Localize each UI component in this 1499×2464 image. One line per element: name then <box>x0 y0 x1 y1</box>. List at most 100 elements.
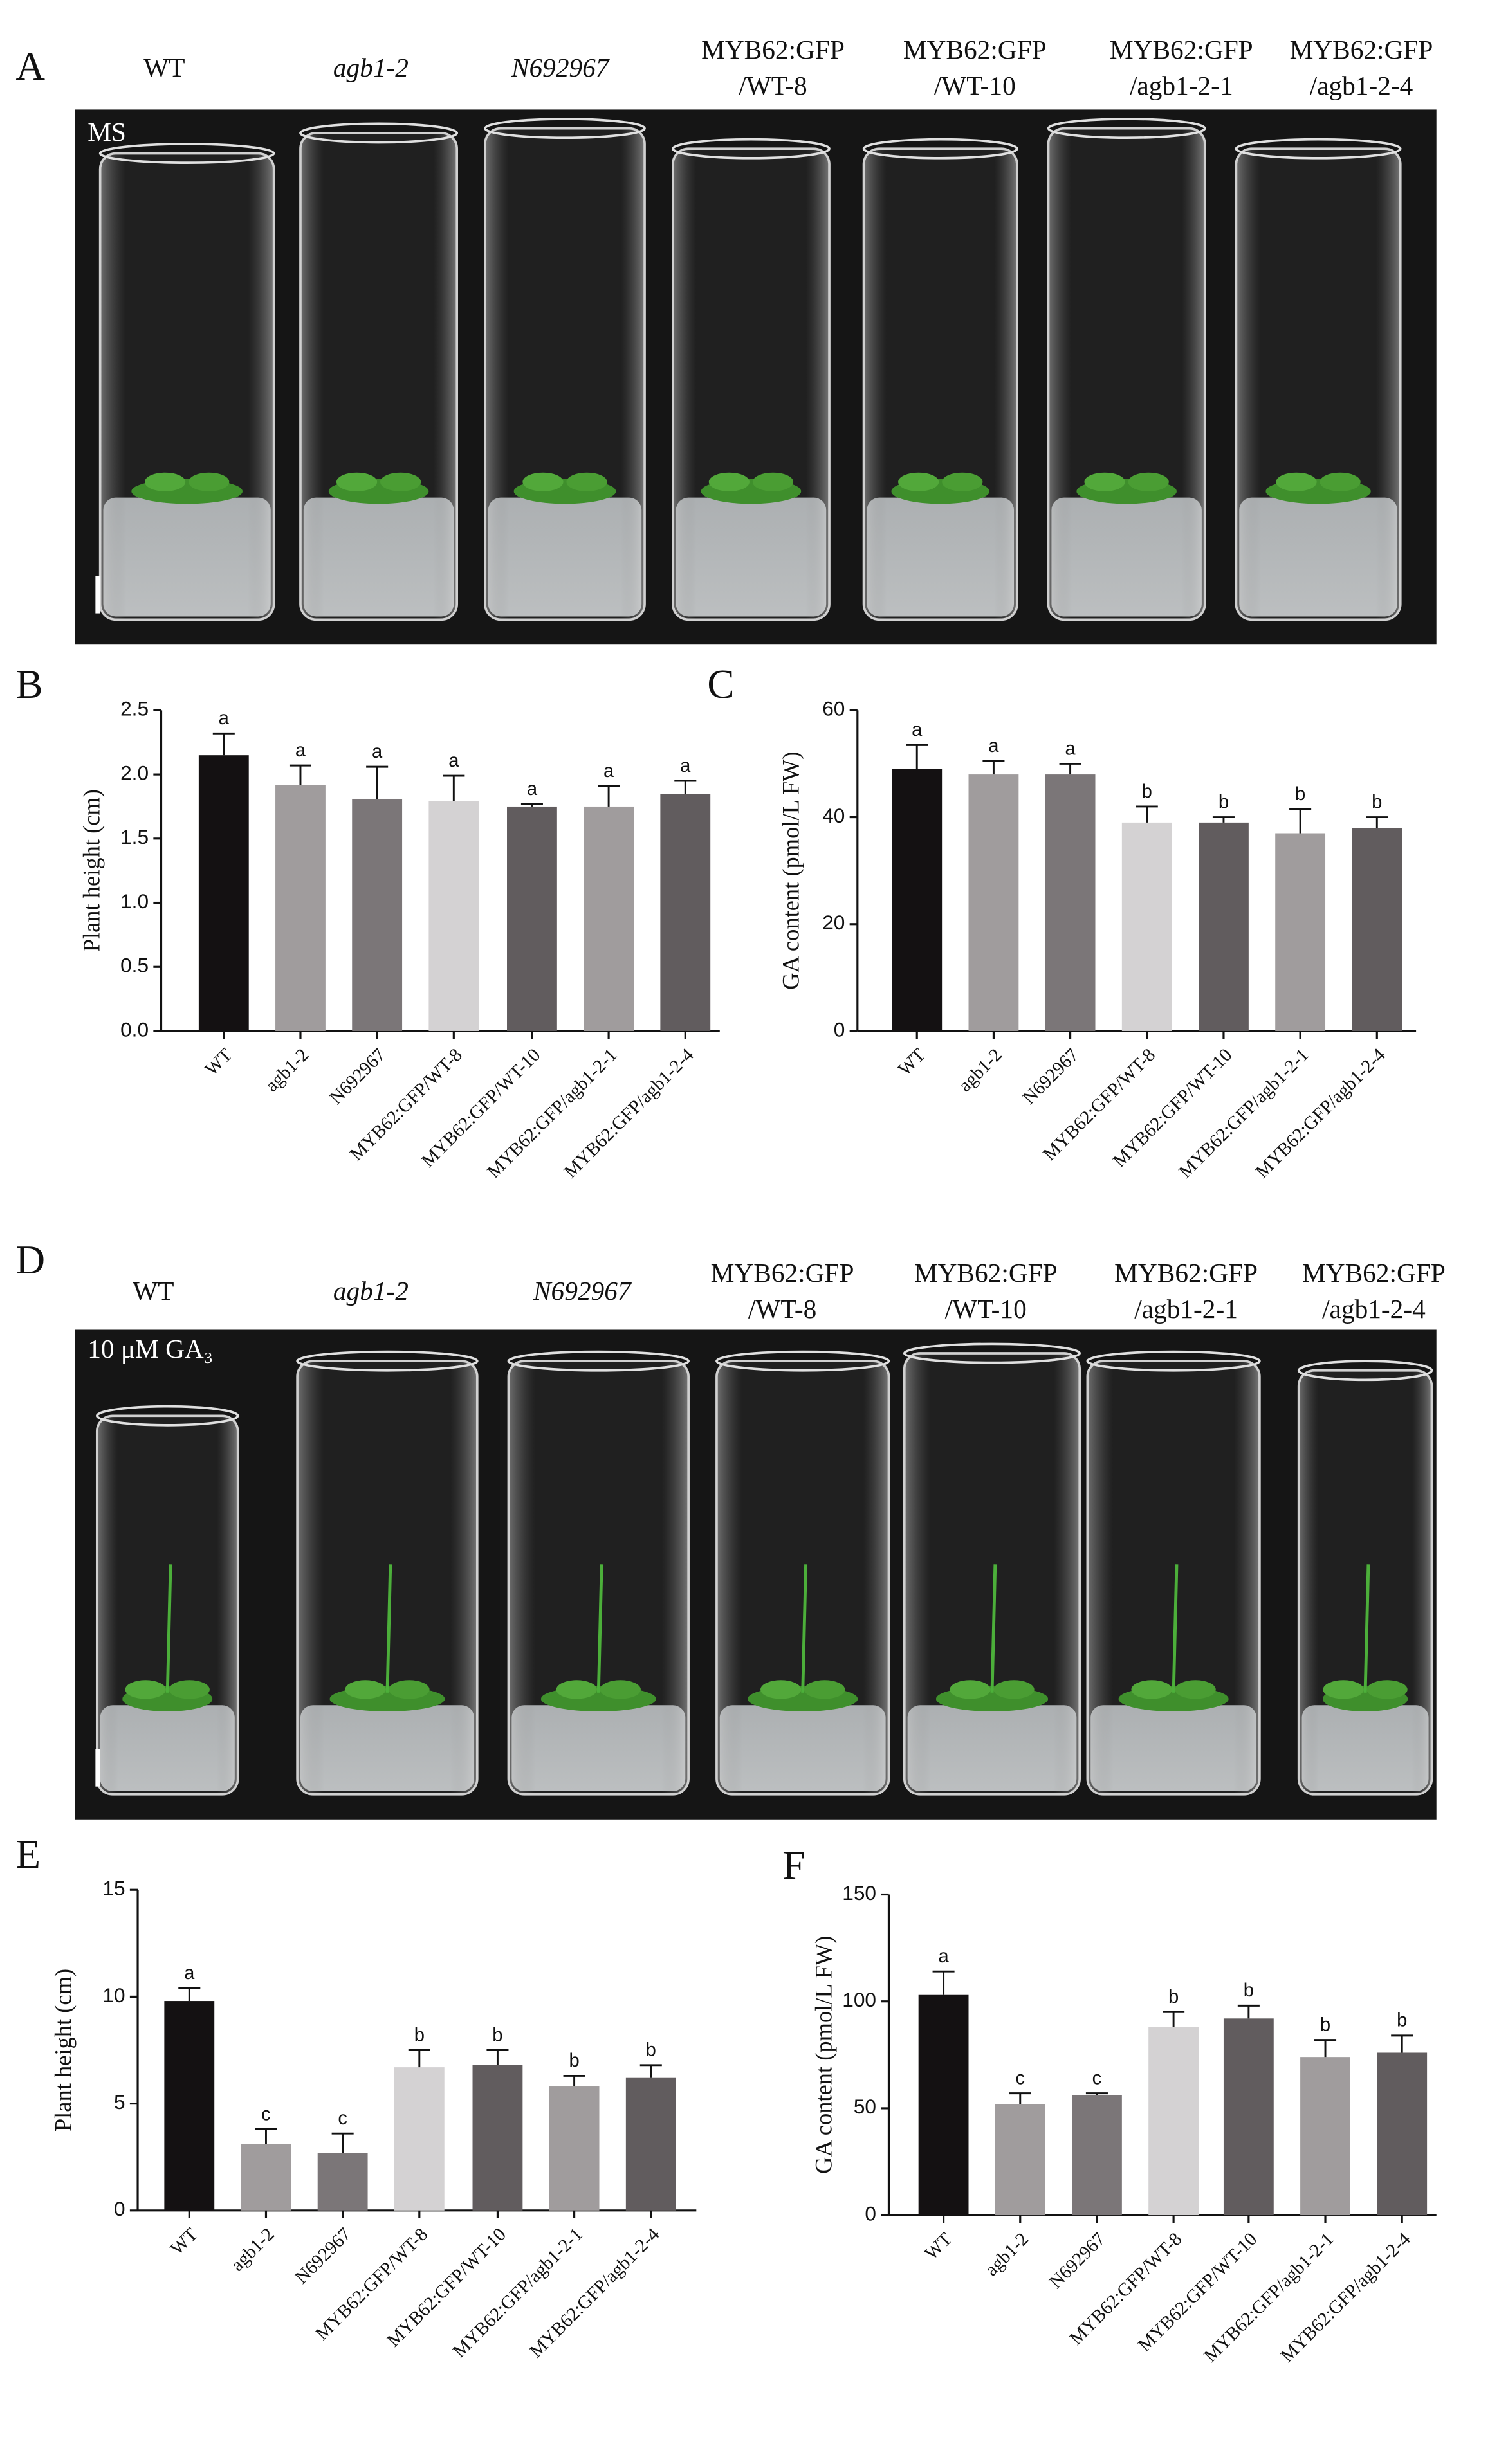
leaf <box>1128 472 1169 491</box>
error-bar <box>982 760 1005 775</box>
y-tick-label: 0 <box>114 2197 125 2220</box>
genotype-label: MYB62:GFP <box>711 1258 854 1288</box>
error-bar <box>520 803 543 807</box>
leaf <box>1366 1680 1408 1699</box>
x-tick-label: WT <box>201 1045 237 1080</box>
tube <box>1047 127 1206 621</box>
tube <box>672 147 831 621</box>
leaf <box>522 472 564 491</box>
significance-letter: b <box>569 2050 579 2071</box>
error-bar <box>486 2049 509 2065</box>
tube-rim <box>672 138 831 160</box>
y-tick-label: 40 <box>822 804 845 827</box>
error-bar <box>1085 2092 1108 2095</box>
significance-letter: b <box>1168 1987 1179 2007</box>
significance-letter: a <box>912 720 923 740</box>
significance-letter: b <box>1320 2014 1330 2035</box>
stem <box>801 1564 807 1693</box>
leaf <box>1175 1680 1216 1699</box>
bar <box>1223 2018 1274 2216</box>
stem <box>1172 1564 1179 1693</box>
y-axis-label: GA content (pmol/L FW) <box>811 1936 837 2174</box>
bar <box>918 1994 969 2216</box>
y-tick-label: 100 <box>842 1988 876 2011</box>
bar <box>1352 828 1402 1031</box>
y-tick-label: 0 <box>865 2202 876 2225</box>
significance-letter: b <box>1142 781 1152 802</box>
bar <box>968 774 1019 1031</box>
genotype-label: /WT-8 <box>739 71 807 100</box>
error-bar <box>178 1987 201 2002</box>
error-bar <box>1391 2034 1413 2053</box>
bar <box>472 2065 523 2211</box>
leaf <box>708 472 750 491</box>
tube-rim <box>98 143 275 164</box>
significance-letter: b <box>1295 784 1305 805</box>
y-tick-label: 0.5 <box>120 954 149 977</box>
tube <box>98 152 275 621</box>
significance-letter: a <box>448 751 459 771</box>
error-bar <box>289 764 311 785</box>
error-bar <box>1366 816 1388 828</box>
tube-rim <box>299 122 459 144</box>
tube <box>299 132 459 621</box>
y-tick-label: 1.0 <box>120 890 149 913</box>
bar <box>241 2144 291 2211</box>
leaf <box>144 472 186 491</box>
bar <box>1199 822 1249 1031</box>
significance-letter: c <box>1015 2068 1025 2088</box>
y-tick-label: 10 <box>102 1984 125 2007</box>
tube <box>1235 147 1402 621</box>
bar <box>275 785 326 1031</box>
tube-rim <box>903 1342 1081 1364</box>
tube-rim <box>1086 1350 1261 1372</box>
scale-bar <box>95 576 100 614</box>
bar <box>1148 2027 1199 2216</box>
significance-letter: a <box>603 761 614 781</box>
significance-letter: c <box>338 2108 347 2129</box>
error-bar <box>1136 805 1158 823</box>
x-tick-label: agb1-2 <box>955 1045 1006 1096</box>
error-bar <box>906 744 928 769</box>
y-tick-label: 0 <box>834 1018 845 1041</box>
y-tick-label: 60 <box>822 697 845 720</box>
y-tick-label: 15 <box>102 1877 125 1900</box>
x-tick-label: N692967 <box>1019 1045 1083 1108</box>
genotype-label: /agb1-2-4 <box>1310 71 1413 100</box>
genotype-label: /WT-10 <box>934 71 1016 100</box>
leaf <box>169 1680 210 1699</box>
tube <box>95 1414 239 1796</box>
bar <box>1072 2095 1122 2216</box>
leaf <box>125 1680 166 1699</box>
significance-letter: c <box>1092 2068 1102 2088</box>
tube-rim <box>1047 118 1206 140</box>
bar <box>1300 2057 1350 2216</box>
significance-letter: a <box>372 742 383 762</box>
leaf <box>556 1680 597 1699</box>
error-bar <box>366 765 389 799</box>
genotype-label: MYB62:GFP <box>1302 1258 1446 1288</box>
significance-letter: a <box>988 736 999 756</box>
leaf <box>993 1680 1035 1699</box>
tube <box>507 1360 690 1796</box>
y-tick-label: 50 <box>854 2095 876 2118</box>
stem <box>990 1564 997 1693</box>
x-tick-label: agb1-2 <box>981 2229 1033 2280</box>
x-tick-label: MYB62:GFP/agb1-2-1 <box>1200 2229 1338 2366</box>
leaf <box>1323 1680 1364 1699</box>
genotype-label: MYB62:GFP <box>701 35 845 64</box>
condition-label: 10 μM GA₃ <box>87 1334 213 1364</box>
x-tick-label: MYB62:GFP/agb1-2-1 <box>484 1045 621 1182</box>
significance-letter: b <box>1397 2011 1407 2031</box>
leaf <box>950 1680 991 1699</box>
significance-letter: a <box>184 1963 195 1984</box>
x-tick-label: MYB62:GFP/agb1-2-1 <box>449 2224 587 2362</box>
error-bar <box>563 2074 585 2087</box>
error-bar <box>598 785 620 807</box>
tube-rim <box>862 138 1018 160</box>
genotype-label: WT <box>143 53 185 82</box>
bar <box>892 769 943 1031</box>
leaf <box>380 472 421 491</box>
leaf <box>760 1680 802 1699</box>
